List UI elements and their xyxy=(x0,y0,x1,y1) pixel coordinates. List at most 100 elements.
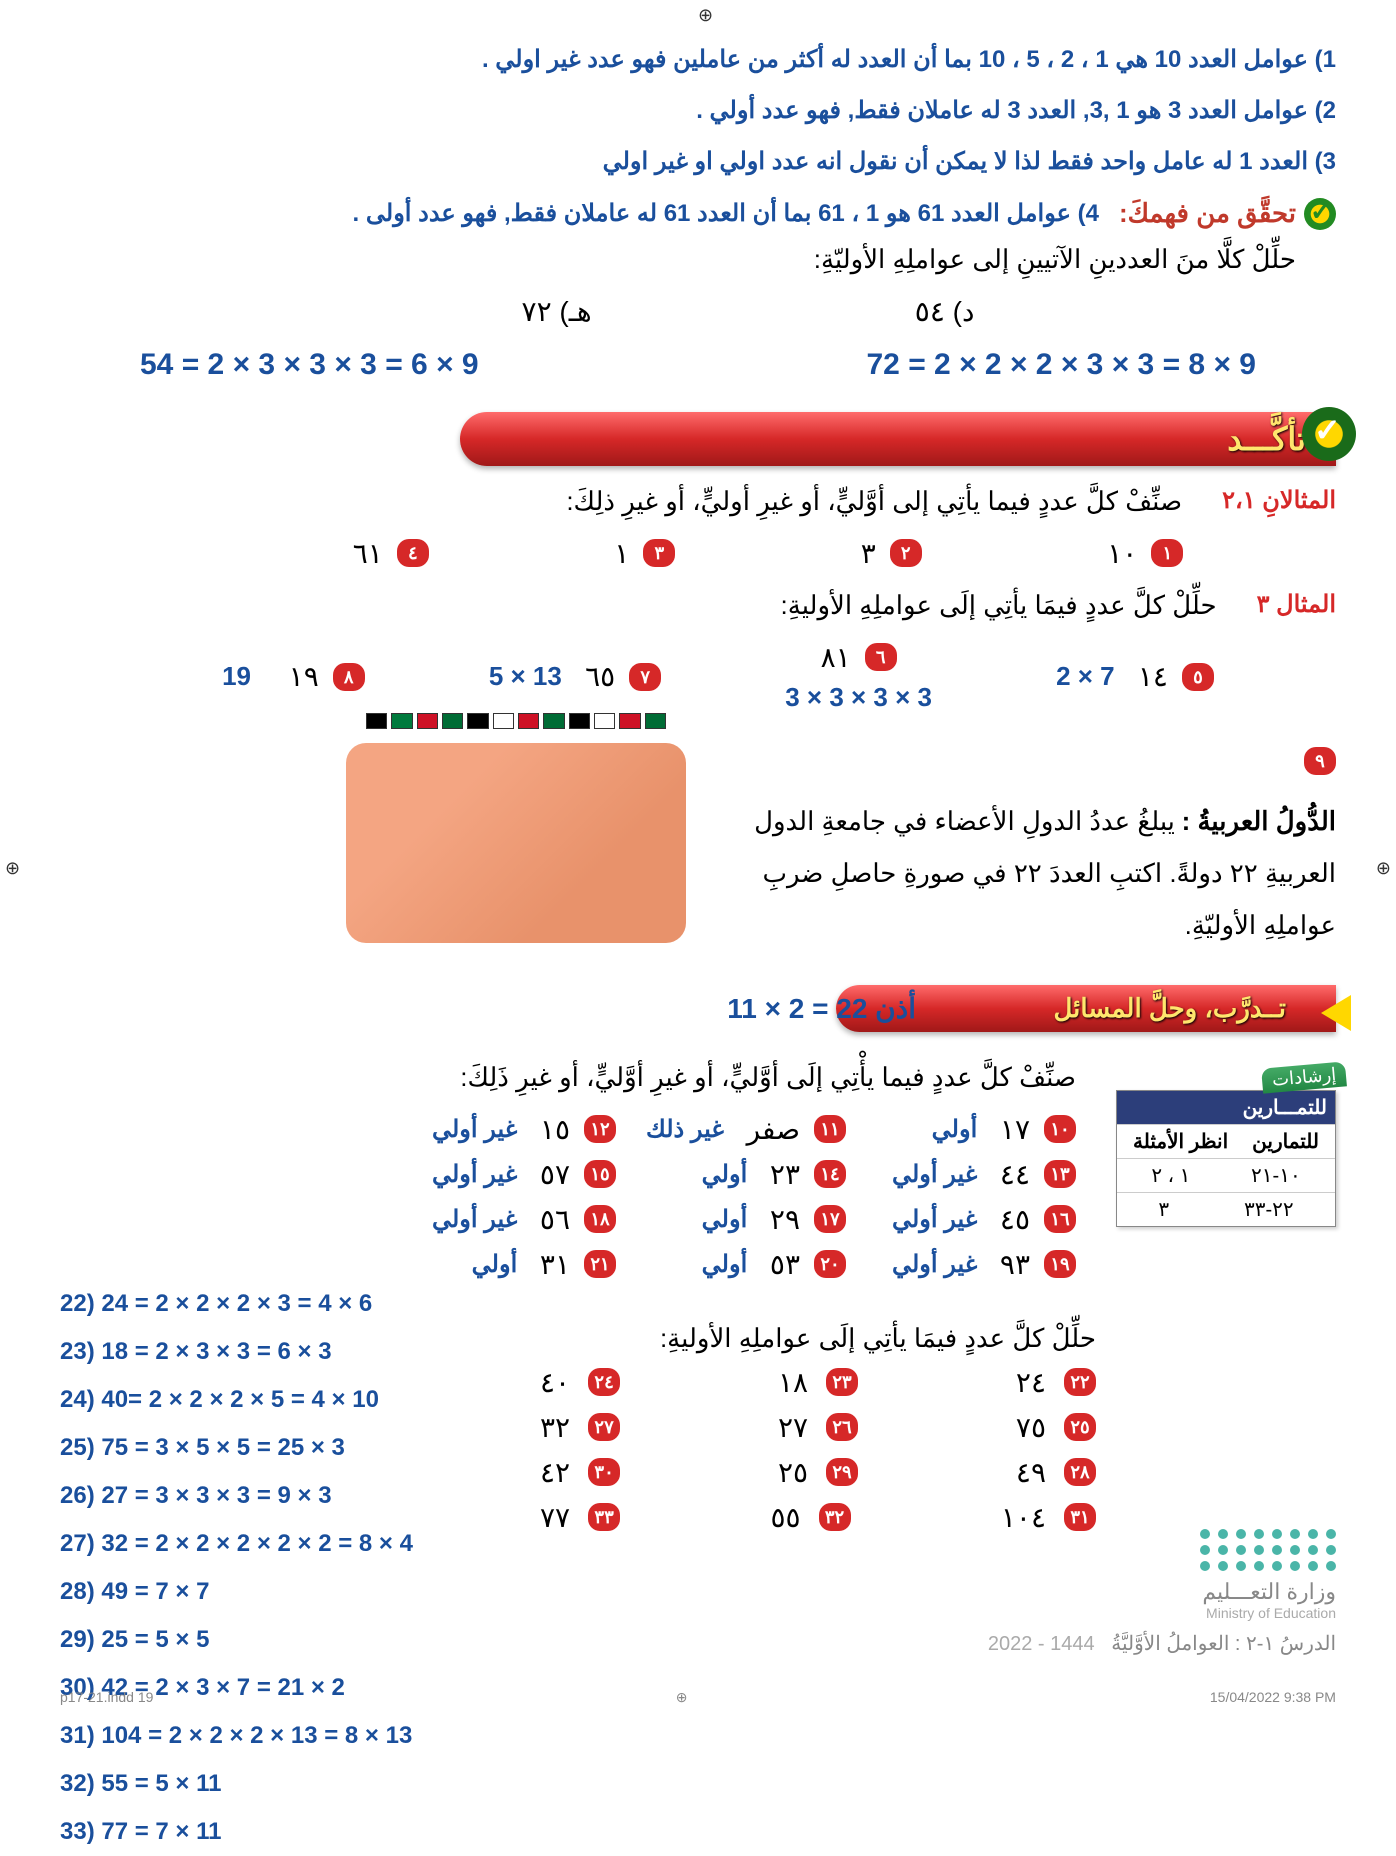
logo-dot xyxy=(1290,1561,1300,1571)
lesson-ref: الدرسُ ١-٢ : العواملُ الأوَّليَّةُ xyxy=(1111,1633,1336,1655)
item-badge: ١٩ xyxy=(1044,1250,1076,1278)
classify-item: ١١صفر غير ذلك xyxy=(646,1113,846,1146)
note-1: 1) عوامل العدد 10 هي 1 ، 2 ، 5 ، 10 بما … xyxy=(60,38,1336,81)
badge-8: ٨ xyxy=(333,663,365,691)
note-4: 4) عوامل العدد 61 هو 1 ، 61 بما أن العدد… xyxy=(353,199,1099,228)
banner-confirm: تأكَّـــد xyxy=(460,412,1336,466)
badge-3: ٣ xyxy=(643,539,675,567)
item-badge: ١٦ xyxy=(1044,1205,1076,1233)
flag-icon xyxy=(569,713,590,729)
ministry-year: 2022 - 1444 xyxy=(988,1633,1095,1656)
logo-dot xyxy=(1326,1545,1336,1555)
eq-72: 72 = 2 × 2 × 2 × 3 × 3 = 8 × 9 xyxy=(867,348,1257,382)
item-badge: ١٣ xyxy=(1044,1160,1076,1188)
badge-9: ٩ xyxy=(1304,747,1336,775)
item-badge: ٣٠ xyxy=(588,1458,620,1486)
crop-mark-left: ⊕ xyxy=(5,858,20,879)
guide-header: للتمـــارين xyxy=(1117,1091,1335,1124)
logo-dot xyxy=(1200,1561,1210,1571)
item-81: ٨١ xyxy=(821,641,851,674)
answer-line: 22) 24 = 2 × 2 × 2 × 3 = 4 × 6 xyxy=(60,1280,500,1328)
flag-icon xyxy=(366,713,387,729)
factor-item: ٢٦٢٧ xyxy=(778,1411,858,1444)
ans-14: 2 × 7 xyxy=(1056,661,1115,692)
banner-confirm-title: تأكَّـــد xyxy=(1227,421,1306,457)
classify-instr: صنِّفْ كلَّ عددٍ فيما يأْتِي إلَى أوَّلي… xyxy=(60,1062,1076,1093)
item-badge: ٢٨ xyxy=(1064,1458,1096,1486)
logo-dot xyxy=(1254,1545,1264,1555)
ex3-instr: حلِّلْ كلَّ عددٍ فيمَا يأتِي إلَى عواملِ… xyxy=(781,590,1217,621)
verify-h: هـ) ٧٢ xyxy=(522,295,592,328)
item-badge: ٢٧ xyxy=(588,1413,620,1441)
ministry-en: Ministry of Education xyxy=(988,1605,1336,1621)
logo-dot xyxy=(1200,1529,1210,1539)
factor-item: ٣٢٥٥ xyxy=(770,1501,850,1534)
flag-icon xyxy=(417,713,438,729)
factor-item: ٣٠٤٢ xyxy=(540,1456,620,1489)
guide-container: إرشادات للتمـــارين للتمارين انظر الأمثل… xyxy=(1116,1062,1336,1227)
factor-item: ٢٣١٨ xyxy=(778,1366,858,1399)
logo-dot xyxy=(1200,1545,1210,1555)
flag-icon xyxy=(594,713,615,729)
item-badge: ٣٣ xyxy=(588,1503,620,1531)
logo-dot xyxy=(1272,1561,1282,1571)
classify-item: ٢٠٥٣ أولي xyxy=(646,1248,846,1281)
factor-item: ٢٩٢٥ xyxy=(778,1456,858,1489)
badge-6: ٦ xyxy=(865,643,897,671)
logo-dot xyxy=(1218,1561,1228,1571)
answer-line: 25) 75 = 3 × 5 × 5 = 25 × 3 xyxy=(60,1424,500,1472)
footer-left: p17-21.indd 19 xyxy=(60,1689,153,1706)
item-badge: ١٥ xyxy=(584,1160,616,1188)
ministry-logo-icon xyxy=(988,1529,1336,1571)
guide-box: للتمـــارين للتمارين انظر الأمثلة ١٠-٢١ … xyxy=(1116,1090,1336,1227)
logo-dot xyxy=(1290,1545,1300,1555)
note-2: 2) عوامل العدد 3 هو 1 ,3, العدد 3 له عام… xyxy=(60,89,1336,132)
item-badge: ٢٦ xyxy=(826,1413,858,1441)
flag-icon xyxy=(518,713,539,729)
ex12-label: المثالانِ ٢،١ xyxy=(1222,486,1336,515)
item-badge: ٢٣ xyxy=(826,1368,858,1396)
banner-arrow-icon xyxy=(1321,995,1351,1031)
flag-cluster xyxy=(366,713,666,753)
item-badge: ٢١ xyxy=(584,1250,616,1278)
item-badge: ١٠ xyxy=(1044,1115,1076,1143)
crop-mark-right: ⊕ xyxy=(1376,858,1391,879)
item-badge: ١٤ xyxy=(814,1160,846,1188)
item-badge: ٢٢ xyxy=(1064,1368,1096,1396)
guide-r1b: ١ ، ٢ xyxy=(1151,1163,1190,1188)
logo-dot xyxy=(1326,1529,1336,1539)
badge-7: ٧ xyxy=(629,663,661,691)
q9-answer: أذن 22 = 2 × 11 xyxy=(727,992,916,1025)
classify-item: ١٩٩٣ غير أولي xyxy=(876,1248,1076,1281)
classify-item: ١٨٥٦ غير أولي xyxy=(416,1203,616,1236)
logo-dot xyxy=(1272,1529,1282,1539)
flag-icon xyxy=(645,713,666,729)
classify-item: ١٥٥٧ غير أولي xyxy=(416,1158,616,1191)
logo-dot xyxy=(1236,1561,1246,1571)
classify-item: ٢١٣١ أولي xyxy=(416,1248,616,1281)
item-65: ٦٥ xyxy=(585,660,615,693)
answer-line: 33) 77 = 7 × 11 xyxy=(60,1808,500,1856)
logo-dot xyxy=(1236,1529,1246,1539)
item-badge: ١٧ xyxy=(814,1205,846,1233)
logo-dot xyxy=(1308,1529,1318,1539)
answer-line: 28) 49 = 7 × 7 xyxy=(60,1568,500,1616)
logo-dot xyxy=(1218,1545,1228,1555)
verify-d: د) ٥٤ xyxy=(915,295,975,328)
ex3-items: ٥١٤ 2 × 7 ٦٨١3 × 3 × 3 × 3 ٧٦٥ 5 × 13 ٨١… xyxy=(160,641,1276,713)
factor-item: ٢٢٢٤ xyxy=(1016,1366,1096,1399)
logo-dot xyxy=(1290,1529,1300,1539)
factor-item: ٢٧٣٢ xyxy=(540,1411,620,1444)
logo-dot xyxy=(1308,1545,1318,1555)
item-badge: ٣٢ xyxy=(819,1503,851,1531)
item-14: ١٤ xyxy=(1138,660,1168,693)
factorize-rows: ٢٢٢٤٢٣١٨٢٤٤٠٢٥٧٥٢٦٢٧٢٧٣٢٢٨٤٩٢٩٢٥٣٠٤٢٣١١٠… xyxy=(540,1366,1096,1534)
item-61: ٦١ xyxy=(353,537,383,570)
flag-icon xyxy=(493,713,514,729)
flag-icon xyxy=(442,713,463,729)
ans-65: 5 × 13 xyxy=(489,661,562,692)
verify-check: تحقَّق من فهمكَ: xyxy=(1119,198,1336,230)
item-badge: ٢٩ xyxy=(826,1458,858,1486)
flag-icon xyxy=(391,713,412,729)
page-footer: p17-21.indd 19 ⊕ 15/04/2022 9:38 PM xyxy=(60,1689,1336,1706)
